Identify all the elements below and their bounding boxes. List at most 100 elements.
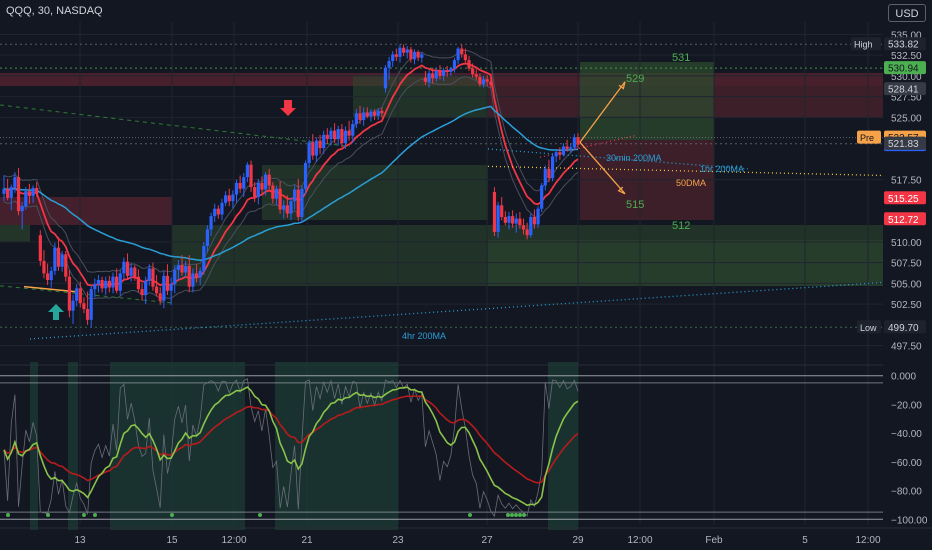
candle xyxy=(242,177,246,189)
candle xyxy=(467,60,471,69)
osc-dot xyxy=(518,513,522,517)
candle xyxy=(67,276,71,311)
candle xyxy=(2,188,6,194)
candle xyxy=(216,208,220,215)
time-axis[interactable]: 13 15 12:00 21 23 27 29 12:00 Feb 5 12:00 xyxy=(0,527,932,546)
candle xyxy=(49,270,53,281)
candle xyxy=(550,156,555,178)
candle xyxy=(249,164,253,188)
annotation-label: 50DMA xyxy=(676,178,706,188)
candle xyxy=(394,54,398,57)
candle xyxy=(354,113,358,125)
time-tick-label: 21 xyxy=(301,535,313,546)
time-tick-label: Feb xyxy=(705,535,723,546)
price-tick-label: 525.00 xyxy=(891,113,922,124)
candle xyxy=(180,265,184,273)
candle xyxy=(314,140,319,156)
candle xyxy=(100,280,104,289)
candle xyxy=(20,206,24,212)
candle xyxy=(38,235,42,261)
price-label-tag-text: Pre xyxy=(860,133,874,143)
candle xyxy=(489,81,493,86)
candle xyxy=(169,284,173,291)
candle xyxy=(198,270,202,278)
symbol-title[interactable]: QQQ, 30, NASDAQ xyxy=(6,5,103,17)
price-label-tag-text: Low xyxy=(860,323,877,333)
price-label-value: 528.41 xyxy=(888,85,919,96)
candle xyxy=(220,202,224,215)
osc-raw-line xyxy=(3,377,579,518)
time-tick-label: 29 xyxy=(572,535,584,546)
candle xyxy=(267,174,271,186)
osc-dot xyxy=(510,513,514,517)
candle xyxy=(293,189,297,202)
candle xyxy=(485,79,489,82)
annotation-label: 4hr 200MA xyxy=(402,331,446,341)
candle xyxy=(260,182,264,190)
annotation-label: 30min 200MA xyxy=(606,153,662,163)
annotation-label: 529 xyxy=(626,73,644,85)
osc-dot xyxy=(468,513,472,517)
candle xyxy=(278,188,282,210)
candle xyxy=(431,73,435,79)
osc-dot xyxy=(506,513,510,517)
candle xyxy=(107,280,111,288)
price-tick-label: 535.00 xyxy=(891,30,922,41)
price-tick-label: 505.00 xyxy=(891,279,922,290)
candle xyxy=(423,77,428,82)
candle xyxy=(303,163,308,189)
candle xyxy=(234,182,239,195)
price-label-tag xyxy=(857,130,881,144)
candle xyxy=(365,112,369,117)
candles-layer xyxy=(2,44,580,328)
candle xyxy=(420,54,424,58)
candle xyxy=(543,168,547,186)
candle xyxy=(500,205,504,217)
candle xyxy=(329,130,333,139)
candle xyxy=(445,70,449,72)
candle xyxy=(343,130,348,144)
annotation-label: 531 xyxy=(672,52,690,64)
price-label xyxy=(884,320,926,334)
osc-tick-label: −60.00 xyxy=(891,458,922,469)
signal-band xyxy=(30,362,38,530)
candle xyxy=(140,289,144,295)
ema-band-upper xyxy=(3,49,579,273)
osc-dot xyxy=(514,513,518,517)
candle xyxy=(369,111,373,117)
candle xyxy=(576,137,580,145)
candle xyxy=(536,208,540,225)
osc-dot xyxy=(82,513,86,517)
currency-button[interactable]: USD xyxy=(888,4,926,22)
projection-arrow xyxy=(579,141,626,195)
price-label-tag xyxy=(857,320,881,334)
candle xyxy=(125,261,130,276)
candle xyxy=(496,205,500,232)
candle xyxy=(380,110,384,114)
sell-arrow-icon xyxy=(280,100,296,116)
price-axis[interactable]: 535.00 532.50 530.00 527.50 525.00 517.50 510.… xyxy=(851,0,932,550)
candle xyxy=(35,187,39,194)
candle xyxy=(398,47,402,57)
candle xyxy=(165,275,170,291)
buy-arrow-icon xyxy=(48,304,64,320)
price-label xyxy=(884,82,926,96)
time-tick-label: 12:00 xyxy=(627,535,652,546)
candle xyxy=(53,247,57,271)
candle xyxy=(358,113,362,120)
candle xyxy=(56,247,61,267)
price-label xyxy=(884,212,926,226)
candle xyxy=(238,182,242,189)
candle xyxy=(93,284,97,290)
candle xyxy=(514,218,518,224)
candle xyxy=(42,260,46,274)
candle xyxy=(427,73,431,82)
osc-tick-label: −40.00 xyxy=(891,429,922,440)
candle xyxy=(285,205,289,214)
osc-tick-label: −80.00 xyxy=(891,487,922,498)
osc-dot xyxy=(258,513,262,517)
price-label-value: 512.72 xyxy=(888,215,919,226)
candle xyxy=(452,60,457,69)
candle xyxy=(60,254,64,267)
